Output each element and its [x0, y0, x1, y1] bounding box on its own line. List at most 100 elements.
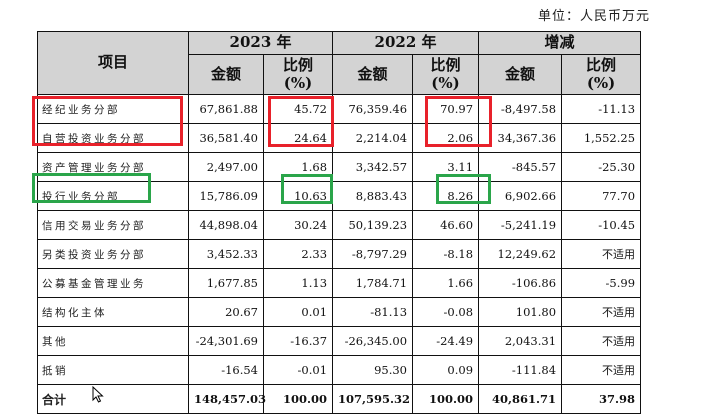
header-item: 项目	[37, 31, 189, 95]
cell-amount-2022: 2,214.04	[332, 123, 414, 153]
cell-ratio-change: -10.45	[561, 210, 642, 240]
table-row: 资产管理业务分部 2,497.00 1.68 3,342.57 3.11 -84…	[37, 152, 642, 182]
cell-amount-2023: 1,677.85	[188, 268, 264, 298]
cell-amount-2022: -8,797.29	[332, 239, 414, 269]
cell-amount-2023: 20.67	[188, 297, 264, 327]
header-change: 增减	[478, 31, 642, 55]
cell-amount-2023: 15,786.09	[188, 181, 264, 211]
cell-ratio-2023: 0.01	[262, 297, 334, 327]
cell-ratio-2023: 24.64	[262, 123, 334, 153]
header-ratio-change: 比例 (%)	[561, 54, 642, 95]
table-row: 经纪业务分部 67,861.88 45.72 76,359.46 70.97 -…	[37, 94, 642, 124]
cell-amount-2023: -16.54	[188, 355, 264, 385]
header-amount-2022: 金额	[332, 54, 414, 95]
table-row: 抵销 -16.54 -0.01 95.30 0.09 -111.84 不适用	[37, 355, 642, 385]
row-label: 结构化主体	[37, 297, 189, 327]
cell-amount-change: 101.80	[478, 297, 563, 327]
row-label: 另类投资业务分部	[37, 239, 189, 269]
total-ratio-2023: 100.00	[262, 384, 334, 414]
row-label: 其他	[37, 326, 189, 356]
cell-ratio-change: -25.30	[561, 152, 642, 182]
cell-ratio-2023: 2.33	[262, 239, 334, 269]
cell-ratio-change: 不适用	[561, 355, 642, 385]
row-label: 资产管理业务分部	[37, 152, 189, 182]
table-row: 其他 -24,301.69 -16.37 -26,345.00 -24.49 2…	[37, 326, 642, 356]
table-row: 结构化主体 20.67 0.01 -81.13 -0.08 101.80 不适用	[37, 297, 642, 327]
cell-ratio-2023: -16.37	[262, 326, 334, 356]
table-row: 信用交易业务分部 44,898.04 30.24 50,139.23 46.60…	[37, 210, 642, 240]
total-row: 合计 148,457.03 100.00 107,595.32 100.00 4…	[37, 384, 642, 414]
cell-amount-2023: 2,497.00	[188, 152, 264, 182]
table-row: 投行业务分部 15,786.09 10.63 8,883.43 8.26 6,9…	[37, 181, 642, 211]
cell-amount-change: -845.57	[478, 152, 563, 182]
cell-amount-2023: 36,581.40	[188, 123, 264, 153]
cell-amount-change: 34,367.36	[478, 123, 563, 153]
cell-amount-2023: 67,861.88	[188, 94, 264, 124]
total-amount-change: 40,861.71	[478, 384, 563, 414]
header-year-2023: 2023 年	[187, 31, 334, 55]
cell-amount-2022: -26,345.00	[332, 326, 414, 356]
table-row: 另类投资业务分部 3,452.33 2.33 -8,797.29 -8.18 1…	[37, 239, 642, 269]
table-row: 公募基金管理业务 1,677.85 1.13 1,784.71 1.66 -10…	[37, 268, 642, 298]
cell-ratio-change: -11.13	[561, 94, 642, 124]
row-label: 自营投资业务分部	[37, 123, 189, 153]
mouse-pointer-icon	[92, 386, 104, 403]
cell-ratio-change: 1,552.25	[561, 123, 642, 153]
cell-ratio-2023: -0.01	[262, 355, 334, 385]
cell-ratio-change: 不适用	[561, 239, 642, 269]
cell-ratio-2022: -24.49	[412, 326, 480, 356]
cell-amount-change: -8,497.58	[478, 94, 563, 124]
cell-ratio-2022: 70.97	[412, 94, 480, 124]
cell-amount-2022: 3,342.57	[332, 152, 414, 182]
cell-ratio-2023: 1.68	[262, 152, 334, 182]
cell-amount-change: -111.84	[478, 355, 563, 385]
cell-ratio-change: 不适用	[561, 297, 642, 327]
segment-revenue-table: 项目 2023 年 2022 年 增减 金额 比例 (%) 金额 比例 (%) 金额…	[37, 31, 642, 414]
total-amount-2023: 148,457.03	[188, 384, 266, 414]
row-label: 抵销	[37, 355, 189, 385]
header-amount-2023: 金额	[188, 54, 264, 95]
cell-ratio-change: -5.99	[561, 268, 642, 298]
header-year-2022: 2022 年	[332, 31, 480, 55]
total-ratio-2022: 100.00	[412, 384, 480, 414]
cell-ratio-2023: 45.72	[262, 94, 334, 124]
cell-ratio-change: 不适用	[561, 326, 642, 356]
unit-label: 单位：人民币万元	[538, 9, 651, 24]
cell-amount-change: -106.86	[478, 268, 563, 298]
cell-amount-2023: 3,452.33	[188, 239, 264, 269]
total-ratio-change: 37.98	[561, 384, 642, 414]
cell-ratio-2022: -8.18	[412, 239, 480, 269]
row-label: 投行业务分部	[37, 181, 189, 211]
cell-ratio-2022: 3.11	[412, 152, 480, 182]
cell-ratio-2023: 1.13	[262, 268, 334, 298]
cell-amount-2023: 44,898.04	[188, 210, 264, 240]
cell-amount-2022: 8,883.43	[332, 181, 414, 211]
cell-amount-change: 12,249.62	[478, 239, 563, 269]
cell-amount-2023: -24,301.69	[188, 326, 264, 356]
cell-ratio-2022: 0.09	[412, 355, 480, 385]
cell-ratio-2023: 10.63	[262, 181, 334, 211]
total-label: 合计	[37, 384, 189, 414]
row-label: 经纪业务分部	[37, 94, 189, 124]
cell-amount-2022: 95.30	[332, 355, 414, 385]
header-ratio-2022: 比例 (%)	[412, 54, 480, 95]
total-amount-2022: 107,595.32	[332, 384, 414, 414]
cell-ratio-2022: -0.08	[412, 297, 480, 327]
cell-amount-2022: 76,359.46	[332, 94, 414, 124]
cell-ratio-2022: 46.60	[412, 210, 480, 240]
header-ratio-2023: 比例 (%)	[262, 54, 334, 95]
header-amount-change: 金额	[478, 54, 563, 95]
cell-amount-change: 6,902.66	[478, 181, 563, 211]
cell-ratio-change: 77.70	[561, 181, 642, 211]
cell-amount-2022: 50,139.23	[332, 210, 414, 240]
row-label: 信用交易业务分部	[37, 210, 189, 240]
cell-amount-2022: 1,784.71	[332, 268, 414, 298]
cell-amount-2022: -81.13	[332, 297, 414, 327]
cell-amount-change: -5,241.19	[478, 210, 563, 240]
cell-ratio-2022: 2.06	[412, 123, 480, 153]
cell-ratio-2022: 8.26	[412, 181, 480, 211]
row-label: 公募基金管理业务	[37, 268, 189, 298]
cell-amount-change: 2,043.31	[478, 326, 563, 356]
table-row: 自营投资业务分部 36,581.40 24.64 2,214.04 2.06 3…	[37, 123, 642, 153]
cell-ratio-2022: 1.66	[412, 268, 480, 298]
